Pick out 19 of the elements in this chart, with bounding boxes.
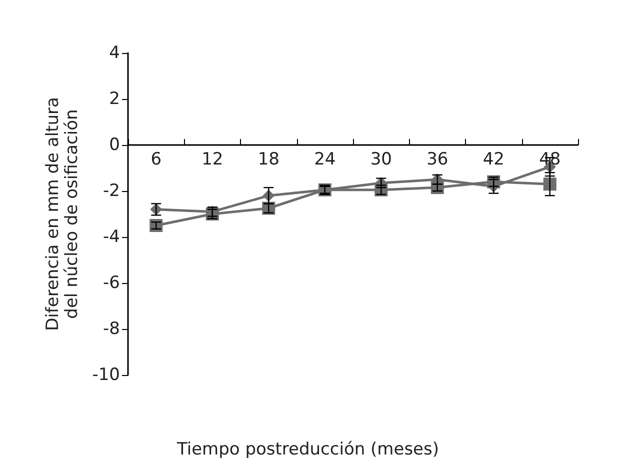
y-tick-label: -6	[103, 273, 120, 293]
y-tick-label: -2	[103, 181, 120, 201]
y-tick-label: 4	[109, 43, 120, 63]
x-tick-label: 6	[150, 150, 162, 170]
x-tick-label: 48	[539, 150, 561, 170]
y-tick-label: -8	[103, 319, 120, 339]
x-tick-label: 12	[202, 150, 224, 170]
x-tick-label: 36	[426, 150, 448, 170]
point	[543, 178, 556, 191]
y-tick-label: 0	[109, 135, 120, 155]
x-tick-label: 24	[314, 150, 336, 170]
y-tick-label: -10	[92, 365, 120, 385]
y-tick-label: 2	[109, 89, 120, 109]
x-tick-label: 18	[258, 150, 280, 170]
x-tick-label: 42	[482, 150, 504, 170]
x-axis-title: Tiempo postreducción (meses)	[176, 440, 440, 460]
y-tick-label: -4	[103, 227, 120, 247]
y-axis-title: Diferencia en mm de altura del núcleo de osificación	[42, 97, 82, 331]
x-tick-label: 30	[370, 150, 392, 170]
